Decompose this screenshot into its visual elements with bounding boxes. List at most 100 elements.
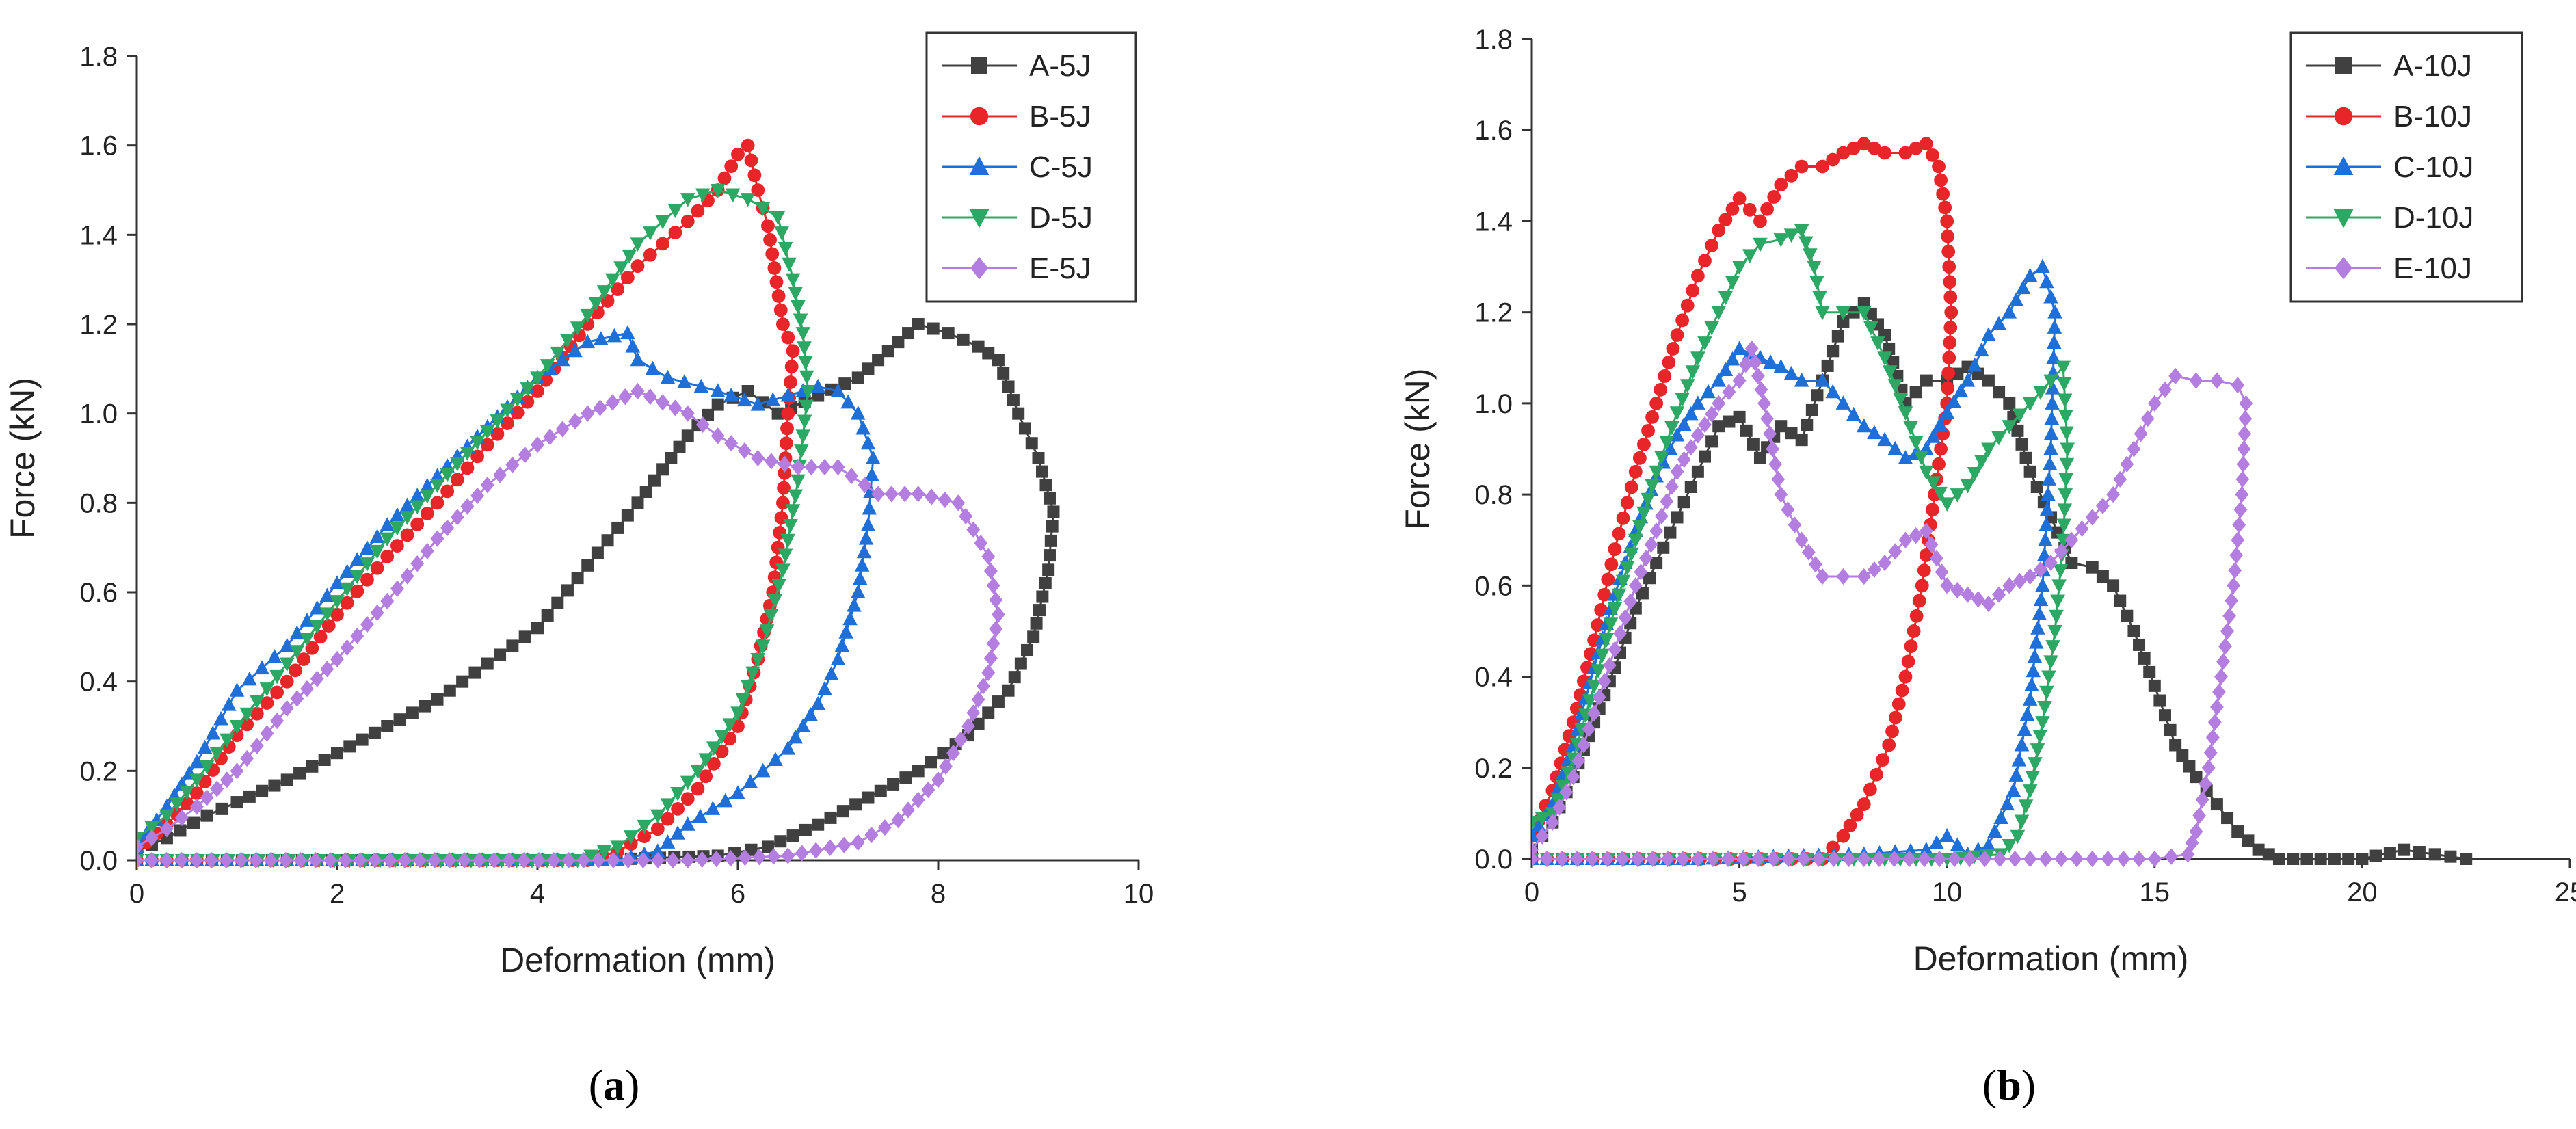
data-point — [809, 842, 823, 859]
data-point — [877, 819, 892, 836]
data-point — [1753, 214, 1767, 228]
data-point — [1868, 561, 1881, 579]
data-point — [1936, 187, 1950, 201]
data-point — [1912, 594, 1926, 608]
data-point — [611, 282, 625, 296]
data-point — [1615, 574, 1631, 589]
data-point — [2237, 440, 2251, 457]
data-point — [755, 639, 771, 654]
data-point — [2236, 455, 2250, 473]
data-point — [450, 457, 465, 472]
data-point — [400, 528, 414, 542]
x-tick-label: 10 — [1932, 877, 1963, 907]
data-point — [2114, 594, 2127, 607]
data-point — [353, 851, 367, 869]
data-point — [643, 388, 657, 406]
data-point — [1044, 534, 1057, 547]
data-point — [1624, 480, 1638, 494]
data-point — [2153, 694, 2166, 707]
data-point — [541, 609, 554, 622]
data-point — [1987, 823, 2002, 838]
data-point — [831, 458, 845, 476]
x-tick-label: 2 — [330, 879, 345, 909]
data-point — [1701, 384, 1716, 399]
y-tick-label: 1.0 — [1474, 389, 1513, 419]
data-point — [330, 575, 345, 589]
data-point — [199, 760, 215, 775]
data-point — [242, 671, 257, 686]
data-point — [591, 546, 604, 559]
data-point — [1039, 576, 1052, 589]
data-point — [137, 832, 144, 847]
x-tick-label: 25 — [2555, 877, 2576, 907]
data-point — [531, 622, 544, 635]
data-point — [1633, 509, 1649, 524]
legend-entry: D-10J — [2393, 201, 2473, 235]
data-point — [911, 791, 925, 808]
data-point — [234, 851, 248, 869]
data-point — [581, 405, 595, 422]
data-point — [2228, 561, 2242, 579]
data-point — [1586, 679, 1602, 694]
data-point — [1630, 850, 1645, 868]
data-point — [330, 595, 345, 609]
data-point — [874, 784, 887, 797]
data-point — [901, 801, 915, 819]
data-point — [1641, 492, 1656, 507]
data-point — [2127, 440, 2141, 457]
data-point — [2018, 799, 2034, 814]
data-point — [2221, 812, 2234, 825]
data-point — [800, 385, 816, 399]
data-point — [737, 442, 752, 460]
data-point — [2176, 749, 2189, 762]
data-point — [2019, 451, 2032, 464]
data-point — [1664, 421, 1679, 436]
data-point — [390, 539, 404, 553]
data-point — [630, 351, 646, 367]
data-point — [1532, 827, 1539, 842]
data-point — [2369, 849, 2382, 862]
data-point — [2056, 518, 2072, 533]
data-point — [2012, 408, 2028, 423]
data-point — [671, 801, 685, 816]
data-point — [330, 607, 344, 622]
data-point — [1690, 427, 1705, 444]
data-point — [1637, 437, 1651, 451]
data-point — [243, 790, 256, 803]
data-point — [457, 851, 471, 869]
data-point — [1763, 354, 1778, 369]
data-point — [2022, 691, 2038, 706]
data-point — [2106, 486, 2120, 503]
data-point — [2116, 850, 2131, 868]
y-tick-label: 1.8 — [79, 42, 118, 72]
data-point — [429, 468, 445, 483]
data-point — [1002, 684, 1015, 697]
data-point — [1733, 410, 1746, 423]
data-point — [1587, 704, 1601, 721]
data-point — [2101, 850, 2115, 868]
data-point — [160, 821, 174, 838]
data-point — [1705, 406, 1719, 423]
data-point — [169, 797, 185, 812]
data-point — [755, 762, 771, 778]
series-A-10J — [1532, 297, 2473, 865]
data-point — [2013, 572, 2027, 589]
data-point — [321, 619, 336, 633]
data-point — [842, 611, 858, 626]
data-point — [2158, 709, 2171, 722]
data-point — [2209, 372, 2224, 389]
data-point — [561, 584, 574, 597]
data-point — [1616, 511, 1630, 525]
data-point — [2043, 425, 2059, 440]
data-point — [1742, 249, 1757, 264]
data-point — [680, 851, 695, 869]
data-point — [1645, 850, 1660, 868]
data-point — [2121, 609, 2134, 622]
data-point — [2300, 853, 2313, 865]
data-point — [702, 408, 715, 421]
data-point — [1591, 664, 1606, 678]
data-point — [406, 706, 419, 719]
data-point — [2113, 470, 2127, 488]
data-point — [1644, 536, 1658, 553]
data-point — [891, 812, 905, 829]
